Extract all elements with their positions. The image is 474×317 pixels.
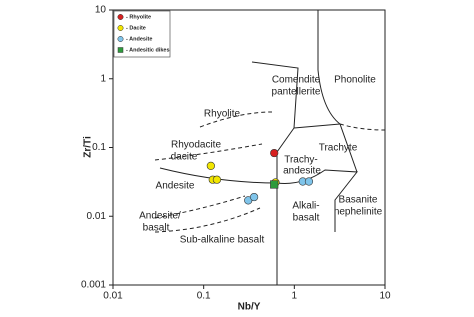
y-tick-label: 0.1 [92, 142, 106, 153]
legend-label: - Dacite [126, 25, 146, 31]
field-label: basalt [143, 223, 170, 234]
point [212, 175, 222, 184]
field-label: nephelinite [334, 207, 383, 218]
field-label: andesite [283, 166, 321, 177]
legend-box [113, 10, 171, 58]
y-tick-label: 1 [100, 73, 106, 84]
legend-swatch [117, 47, 124, 53]
point [270, 148, 279, 158]
point [206, 161, 215, 170]
boundary [339, 123, 386, 131]
boundary [154, 143, 263, 161]
legend-swatch [117, 14, 124, 20]
legend-swatch [117, 36, 124, 42]
boundary [159, 167, 358, 232]
legend-label: - Rhyolite [126, 14, 151, 20]
field-label: Andesite [156, 181, 195, 192]
field-label: Comendite [272, 75, 321, 86]
legend-swatch [117, 25, 124, 31]
field-label: Andesite/ [139, 211, 181, 222]
boundary [317, 10, 358, 173]
x-tick-label: 0.1 [197, 291, 211, 302]
y-tick-label: 0.001 [81, 280, 106, 291]
field-label: Trachy- [284, 155, 318, 166]
field-label: Trachyte [319, 143, 358, 154]
x-axis-label: Nb/Y [238, 302, 261, 313]
x-tick-label: 0.01 [103, 291, 123, 302]
point [270, 180, 279, 189]
field-boundaries [154, 10, 386, 285]
point [304, 177, 314, 186]
boundary [154, 195, 246, 219]
field-label: Rhyolite [204, 109, 241, 120]
legend-label: - Andesitic dikes [126, 47, 170, 53]
y-axis-label: Zr/Ti [83, 136, 94, 158]
boundary [199, 111, 273, 128]
point [250, 192, 259, 202]
field-label: basalt [293, 213, 320, 224]
x-tick-label: 10 [379, 291, 391, 302]
y-tick-label: 10 [95, 5, 107, 16]
field-label: Phonolite [334, 75, 376, 86]
field-label: Basanite [339, 195, 378, 206]
field-label: Rhyodacite [171, 140, 221, 151]
field-label: dacite [171, 152, 198, 163]
boundary [293, 123, 341, 129]
y-tick-label: 0.01 [87, 211, 107, 222]
field-label: Alkali- [292, 201, 319, 212]
field-label: pantellerite [272, 87, 321, 98]
x-tick-label: 1 [292, 291, 298, 302]
field-labels: Comendite pantellerite Phonolite Rhyolit… [139, 75, 382, 246]
field-label: Sub-alkaline basalt [180, 235, 265, 246]
legend-label: - Andesite [126, 36, 152, 42]
